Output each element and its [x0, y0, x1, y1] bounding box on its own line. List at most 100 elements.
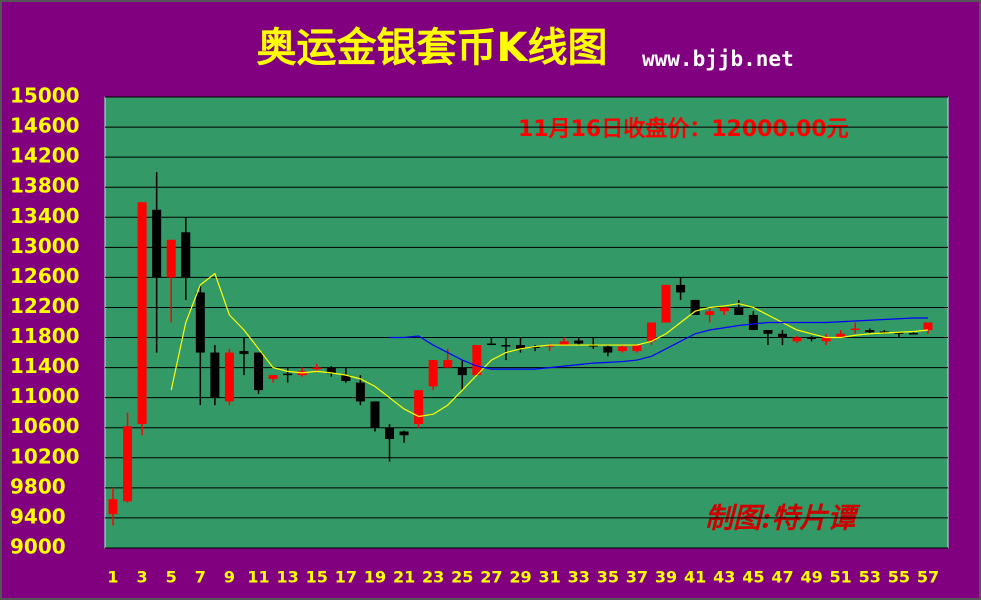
x-tick-label: 3 [137, 568, 148, 587]
candle-body [123, 426, 133, 502]
x-tick-label: 45 [742, 568, 764, 587]
x-tick-label: 29 [509, 568, 531, 587]
x-tick-label: 11 [247, 568, 269, 587]
x-tick-label: 33 [568, 568, 590, 587]
x-tick-label: 43 [713, 568, 735, 587]
x-tick-label: 15 [306, 568, 328, 587]
y-tick-label: 13800 [10, 174, 80, 198]
x-tick-label: 31 [538, 568, 560, 587]
candle-body [646, 322, 656, 342]
moving-average-line [170, 272, 929, 418]
x-tick-label: 1 [107, 568, 118, 587]
x-tick-label: 27 [480, 568, 502, 587]
candle-body [268, 375, 278, 379]
candle-body [617, 346, 627, 352]
candle-body [705, 311, 715, 315]
candle-body [210, 352, 220, 398]
candle-body [865, 330, 875, 333]
candle-body [923, 322, 933, 331]
candle-body [574, 340, 584, 344]
x-tick-label: 9 [224, 568, 235, 587]
candle-body [559, 341, 569, 346]
candle-body [836, 333, 846, 338]
x-tick-label: 55 [888, 568, 910, 587]
candle-body [603, 346, 613, 353]
candle-body [385, 427, 395, 440]
chart-title: 奥运金银套币K线图 [257, 25, 608, 71]
candle-body [443, 360, 453, 368]
candle-body [690, 299, 700, 315]
candle-body [516, 345, 525, 349]
moving-average-line [389, 317, 928, 370]
candle-body [414, 390, 424, 424]
y-tick-label: 10600 [10, 414, 80, 438]
x-tick-label: 49 [800, 568, 822, 587]
x-tick-label: 13 [277, 568, 299, 587]
candle-body [734, 307, 744, 315]
candle-body [676, 284, 686, 293]
x-tick-label: 39 [655, 568, 677, 587]
candle-body [399, 431, 409, 436]
candle-body [632, 345, 642, 352]
candle-body [719, 307, 729, 312]
candle-body [501, 345, 511, 347]
candle-body [326, 367, 336, 374]
candle-body [472, 345, 482, 376]
candle-body [807, 337, 817, 340]
candle-body [239, 351, 249, 355]
candle-body [152, 209, 162, 278]
candle-body [792, 337, 802, 342]
x-tick-label: 41 [684, 568, 706, 587]
candle-body [588, 345, 598, 347]
x-tick-label: 19 [364, 568, 386, 587]
x-tick-label: 17 [335, 568, 357, 587]
candle-body [486, 343, 496, 346]
y-tick-label: 10200 [10, 444, 80, 468]
candle-body [894, 332, 904, 334]
x-tick-label: 5 [166, 568, 177, 587]
candle-body [312, 367, 322, 370]
candle-body [748, 314, 758, 331]
candle-body [821, 337, 831, 342]
candle-body [370, 401, 380, 428]
y-tick-label: 14600 [10, 114, 80, 138]
y-tick-label: 15000 [10, 84, 80, 108]
y-tick-label: 9800 [10, 474, 66, 498]
candle-body [355, 382, 365, 402]
x-tick-label: 51 [830, 568, 852, 587]
candle-body [850, 328, 860, 331]
candle-body [195, 292, 205, 353]
candle-body [777, 333, 787, 338]
candle-body [224, 352, 234, 402]
x-tick-label: 57 [917, 568, 939, 587]
candle-body [108, 499, 118, 515]
candle-body [428, 360, 438, 387]
candle-body [530, 346, 540, 349]
x-tick-label: 21 [393, 568, 415, 587]
y-tick-label: 9000 [10, 535, 66, 559]
x-tick-label: 35 [597, 568, 619, 587]
candle-body [283, 373, 293, 376]
annotation: 11月16日收盘价：12000.00元 [518, 116, 849, 142]
y-tick-label: 11000 [10, 384, 80, 408]
y-tick-label: 12200 [10, 294, 80, 318]
candle-body [166, 239, 176, 278]
candle-body [181, 232, 191, 278]
x-tick-label: 53 [859, 568, 881, 587]
y-tick-label: 11800 [10, 324, 80, 348]
candle-body [137, 202, 147, 424]
candle-body [254, 352, 264, 391]
candle-body [545, 345, 555, 347]
x-tick-label: 47 [771, 568, 793, 587]
subtitle: www.bjjb.net [642, 47, 794, 71]
y-tick-label: 14200 [10, 144, 80, 168]
y-tick-label: 13000 [10, 234, 80, 258]
x-tick-label: 37 [626, 568, 648, 587]
y-tick-label: 13400 [10, 204, 80, 228]
y-tick-label: 12600 [10, 264, 80, 288]
candle-body [457, 367, 467, 376]
candle-body [341, 375, 351, 382]
x-tick-label: 23 [422, 568, 444, 587]
candle-body [661, 284, 671, 323]
